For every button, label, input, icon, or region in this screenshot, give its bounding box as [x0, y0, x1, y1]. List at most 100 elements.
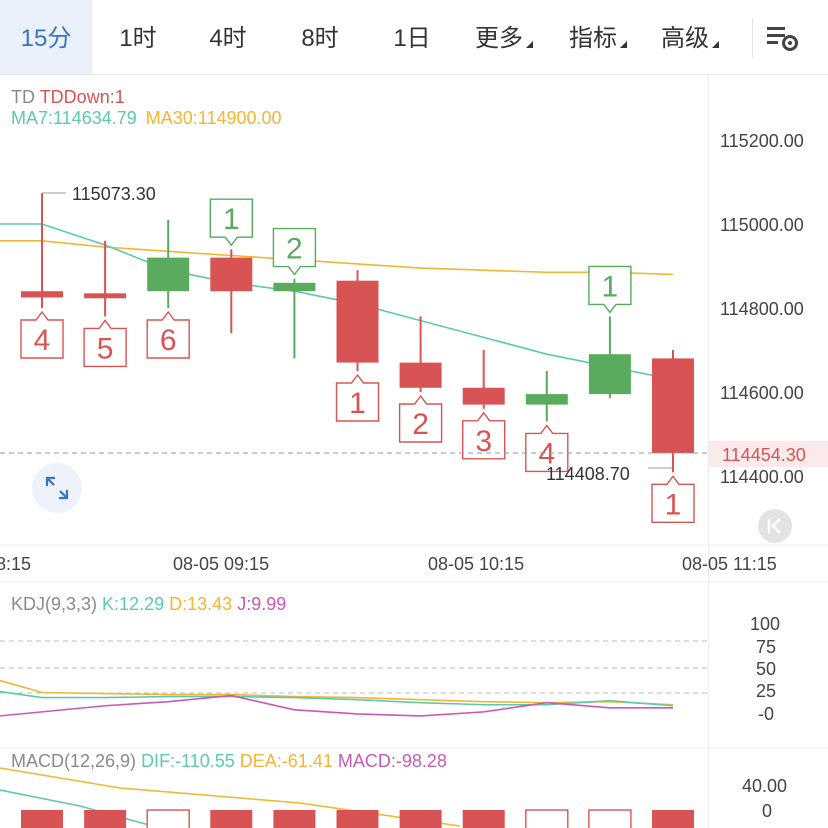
tab-4h[interactable]: 4时 [186, 0, 270, 74]
current-price-label: 114454.30 [722, 445, 806, 465]
high-price-label: 115073.30 [72, 184, 156, 204]
dropdown-caret-icon [712, 41, 719, 48]
td-sequence-marker: 4 [20, 310, 64, 359]
time-label: 08-05 10:15 [428, 554, 524, 574]
kdj-indicator-name: KDJ(9,3,3) [11, 594, 98, 614]
candlestick[interactable] [588, 316, 631, 399]
td-sequence-marker: 2 [398, 394, 443, 443]
chart-settings-button[interactable] [752, 18, 813, 58]
kdj-k-value: K:12.29 [102, 594, 165, 614]
kdj-j-value: J:9.99 [237, 594, 287, 614]
candle-body [399, 362, 442, 388]
time-axis: 8:15 08-05 09:15 08-05 10:15 08-05 11:15 [0, 554, 777, 574]
candlestick[interactable] [273, 278, 316, 359]
candlestick-chart[interactable]: 4 5 6 1 2 1 2 3 4 1 1 114454.30 115073.30 114408.7… [0, 74, 828, 584]
candle-body [588, 354, 631, 395]
candlestick[interactable] [21, 193, 63, 308]
timeframe-tab-bar: 15分 1时 4时 8时 1日 更多 指标 高级 [0, 0, 828, 75]
candle-body [652, 358, 694, 454]
price-tick: 114400.00 [720, 467, 804, 487]
tab-label: 指标 [569, 25, 617, 52]
macd-histogram-bar [273, 810, 316, 828]
price-axis-divider [708, 74, 709, 828]
tab-indicators[interactable]: 指标 [558, 0, 638, 74]
time-label: 08-05 11:15 [682, 554, 777, 574]
macd-histogram-bar [210, 810, 253, 828]
candlestick[interactable] [147, 219, 190, 308]
macd-indicator-chart[interactable]: 40.00 0 [0, 748, 828, 828]
tab-label: 1时 [119, 25, 157, 52]
candlestick[interactable] [84, 240, 127, 317]
tab-1d[interactable]: 1日 [370, 0, 454, 74]
candlestick[interactable] [462, 350, 505, 409]
td-count-label: 5 [97, 332, 114, 365]
td-count-label: 1 [223, 203, 240, 236]
candlestick[interactable] [525, 371, 568, 422]
kdj-axis: 100 75 50 25 -0 [750, 614, 780, 724]
candle-body [336, 280, 379, 363]
price-tick: 115200.00 [720, 131, 804, 151]
kdj-indicator-chart[interactable]: 100 75 50 25 -0 [0, 584, 828, 754]
tab-1h[interactable]: 1时 [96, 0, 180, 74]
candle-body [147, 257, 190, 292]
macd-histogram-bar [588, 809, 632, 828]
td-sequence-marker: 5 [83, 319, 127, 368]
tab-8h[interactable]: 8时 [278, 0, 362, 74]
candlestick[interactable] [652, 350, 694, 473]
ma30-value: MA30:114900.00 [145, 108, 282, 128]
macd-legend: MACD(12,26,9) DIF:-110.55 DEA:-61.41 MAC… [11, 751, 447, 772]
tab-label: 更多 [475, 25, 523, 52]
macd-dif-value: DIF:-110.55 [141, 751, 235, 771]
td-sequence-marker: 3 [462, 411, 506, 460]
price-tick: 114800.00 [720, 299, 804, 319]
ma7-line [0, 223, 674, 381]
td-legend: TD TDDown:1 [11, 87, 125, 108]
macd-histogram-bar [336, 810, 379, 828]
macd-dea-line [0, 767, 461, 827]
macd-tick: 40.00 [742, 776, 787, 796]
td-down-value: TDDown:1 [39, 87, 125, 107]
candlestick[interactable] [399, 316, 442, 392]
td-count-label: 2 [286, 233, 303, 266]
dropdown-caret-icon [526, 41, 533, 48]
kdj-tick: 25 [756, 681, 776, 701]
kdj-legend: KDJ(9,3,3) K:12.29 D:13.43 J:9.99 [11, 594, 286, 615]
macd-histogram-bar [462, 810, 505, 828]
macd-tick: 0 [762, 801, 772, 821]
price-tick: 115000.00 [720, 215, 804, 235]
ma-legend: MA7:114634.79 MA30:114900.00 [11, 108, 282, 129]
macd-histogram-bar [84, 810, 127, 828]
candlestick[interactable] [336, 270, 379, 371]
candle-body [84, 293, 127, 299]
td-count-label: 1 [602, 270, 619, 303]
current-price-tag [709, 441, 828, 467]
expand-icon [45, 476, 69, 500]
chart-settings-icon [767, 27, 798, 51]
expand-button[interactable] [32, 463, 82, 513]
macd-axis: 40.00 0 [742, 776, 787, 821]
td-count-label: 4 [538, 437, 555, 470]
time-label: 8:15 [0, 554, 31, 574]
td-indicator-name: TD [11, 87, 35, 107]
td-sequence-marker: 1 [209, 198, 253, 247]
tab-15min[interactable]: 15分 [0, 0, 92, 74]
scroll-to-latest-button[interactable] [758, 509, 792, 543]
macd-histogram-bar [21, 810, 63, 828]
td-count-label: 1 [349, 387, 366, 420]
tab-more[interactable]: 更多 [464, 0, 544, 74]
td-sequence-marker: 1 [588, 265, 632, 314]
tab-advanced[interactable]: 高级 [650, 0, 730, 74]
td-count-label: 1 [665, 488, 682, 521]
tab-label: 1日 [393, 25, 431, 52]
candle-body [525, 394, 568, 405]
kdj-d-value: D:13.43 [169, 594, 233, 614]
tab-label: 4时 [209, 25, 247, 52]
ma7-value: MA7:114634.79 [11, 108, 137, 128]
td-count-label: 6 [160, 324, 177, 357]
candlestick[interactable] [210, 249, 253, 334]
low-price-label: 114408.70 [546, 464, 630, 484]
candle-body [273, 282, 316, 292]
macd-macd-value: MACD:-98.28 [337, 751, 447, 771]
td-count-label: 2 [412, 408, 429, 441]
ma30-line [0, 240, 674, 276]
